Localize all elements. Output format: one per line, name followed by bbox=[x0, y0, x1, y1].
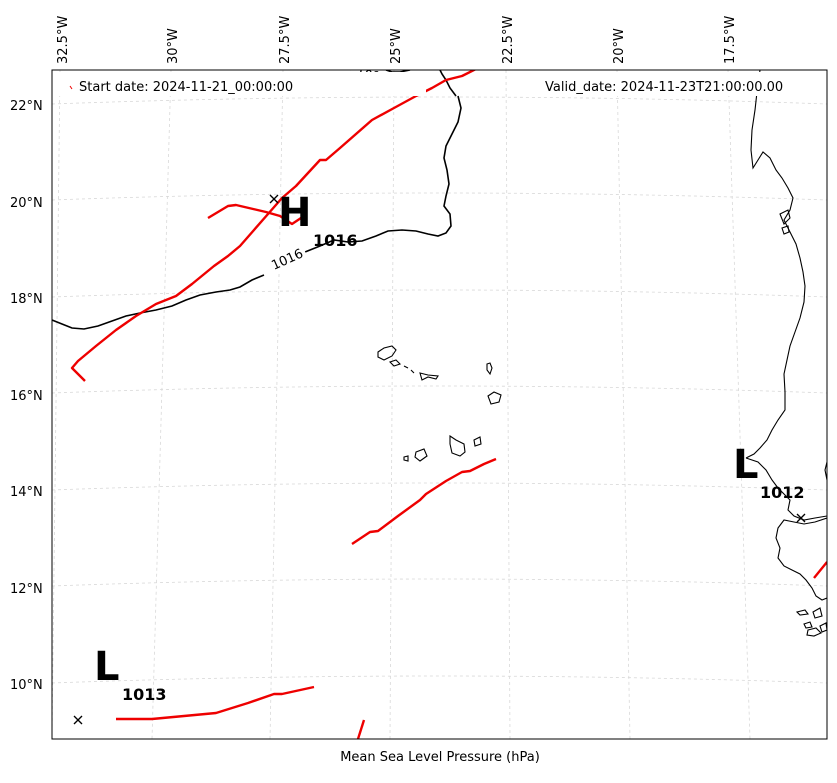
bijagos-islands-5 bbox=[819, 622, 827, 633]
lat-tick-22n: 22°N bbox=[10, 99, 43, 114]
island-sao-nicolau-east bbox=[419, 372, 439, 381]
island-santo-antao bbox=[377, 345, 397, 361]
low-center-x-icon-south bbox=[73, 715, 83, 725]
low-pressure-letter-east: L bbox=[733, 442, 759, 488]
bijagos-islands-4 bbox=[806, 627, 822, 637]
lon-tick-27-5w: 27.5°W bbox=[278, 16, 293, 64]
lon-tick-20w: 20°W bbox=[612, 28, 627, 64]
longitude-ticks: 32.5°W 30°W 27.5°W 25°W 22.5°W 20°W 17.5… bbox=[56, 16, 738, 64]
lat-tick-18n: 18°N bbox=[10, 292, 43, 307]
bijagos-islands-1 bbox=[795, 609, 810, 616]
coast-guinea-bissau bbox=[775, 517, 827, 601]
lat-tick-10n: 10°N bbox=[10, 678, 43, 693]
front-northwest bbox=[70, 70, 477, 382]
map-plot-area bbox=[52, 70, 827, 739]
island-santiago bbox=[449, 434, 466, 457]
lon-tick-25w: 25°W bbox=[389, 28, 404, 64]
front-south-stub bbox=[356, 719, 366, 739]
coast-dakar-gambia bbox=[745, 457, 827, 521]
legend: Start date: 2024-11-21_00:00:00 Valid_da… bbox=[54, 72, 824, 96]
parallel-14n bbox=[52, 482, 827, 491]
bijagos-islands-2 bbox=[812, 607, 823, 619]
island-brava bbox=[403, 455, 409, 462]
cape-verde-islands bbox=[377, 345, 502, 462]
bijagos-islands-3 bbox=[803, 621, 813, 629]
graticule bbox=[52, 70, 827, 739]
parallel-18n bbox=[52, 289, 827, 298]
coast-islet-north bbox=[779, 209, 791, 225]
fronts bbox=[70, 70, 827, 739]
front-central bbox=[351, 457, 497, 545]
center-markers bbox=[73, 194, 806, 725]
low-pressure-value-east: 1012 bbox=[760, 483, 805, 502]
island-sao-nicolau bbox=[410, 369, 415, 374]
parallel-22n bbox=[52, 96, 827, 105]
parallel-20n bbox=[52, 192, 827, 201]
pressure-centers: H 1016 L 1012 L 1013 bbox=[94, 190, 805, 704]
island-boa-vista bbox=[487, 391, 502, 405]
parallel-10n bbox=[52, 675, 827, 684]
island-sal bbox=[486, 362, 493, 376]
isobar-1016-west bbox=[52, 274, 265, 330]
lon-tick-22-5w: 22.5°W bbox=[501, 16, 516, 64]
coast-mauritania-senegal bbox=[745, 70, 806, 459]
latitude-ticks: 22°N 20°N 18°N 16°N 14°N 12°N 10°N bbox=[10, 99, 43, 693]
low-center-x-icon-east bbox=[796, 513, 806, 523]
lat-tick-16n: 16°N bbox=[10, 389, 43, 404]
parallel-12n bbox=[52, 578, 827, 587]
front-east-stub bbox=[813, 561, 827, 579]
lon-tick-30w: 30°W bbox=[166, 28, 181, 64]
low-pressure-value-south: 1013 bbox=[122, 685, 167, 704]
legend-marker-icon bbox=[69, 85, 73, 90]
island-maio bbox=[473, 436, 482, 447]
island-fogo bbox=[414, 448, 428, 462]
high-pressure-value: 1016 bbox=[313, 231, 358, 250]
high-pressure-letter: H bbox=[278, 190, 311, 236]
coast-east-edge bbox=[824, 461, 827, 481]
map-axis-label: Mean Sea Level Pressure (hPa) bbox=[340, 750, 540, 765]
legend-valid-date: Valid_date: 2024-11-23T21:00:00.00 bbox=[545, 80, 783, 95]
island-santa-luzia bbox=[403, 365, 409, 369]
island-sao-vicente bbox=[388, 359, 402, 367]
isobar-1016-east bbox=[304, 95, 462, 253]
front-south bbox=[116, 685, 315, 721]
coast-islet-south bbox=[781, 225, 790, 235]
lat-tick-14n: 14°N bbox=[10, 485, 43, 500]
lat-tick-20n: 20°N bbox=[10, 196, 43, 211]
low-pressure-letter-south: L bbox=[94, 644, 120, 690]
parallel-16n bbox=[52, 385, 827, 394]
lon-tick-17-5w: 17.5°W bbox=[723, 16, 738, 64]
lat-tick-12n: 12°N bbox=[10, 582, 43, 597]
high-center-x-icon bbox=[269, 194, 279, 204]
front-cross bbox=[207, 203, 305, 226]
lon-tick-32-5w: 32.5°W bbox=[56, 16, 71, 64]
map-frame bbox=[51, 69, 828, 740]
africa-coastline bbox=[745, 70, 827, 637]
legend-start-date: Start date: 2024-11-21_00:00:00 bbox=[79, 80, 293, 95]
